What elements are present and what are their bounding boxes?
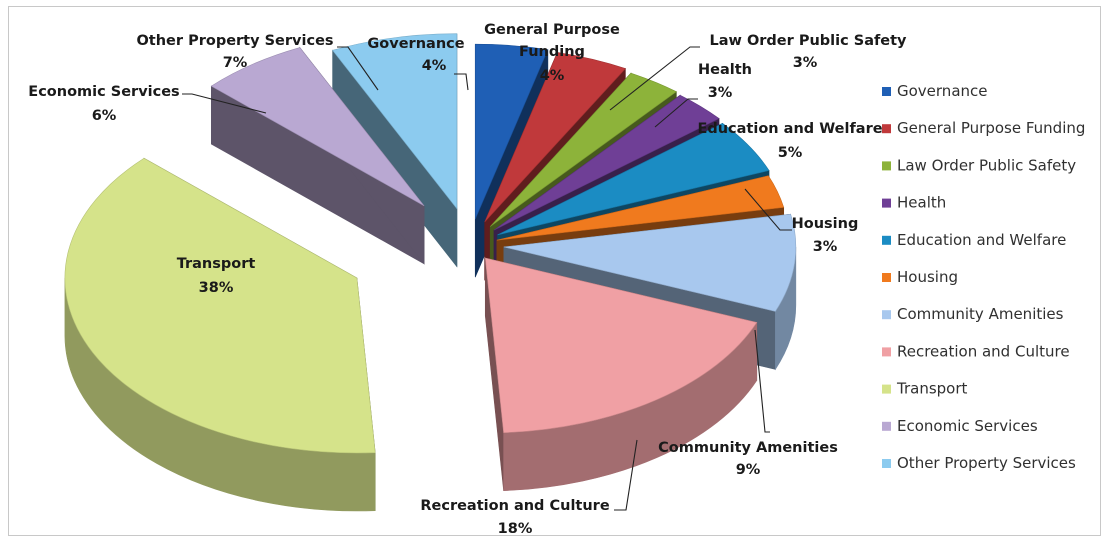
leader-line	[754, 329, 770, 433]
legend-item-general-purpose-funding: General Purpose Funding	[882, 119, 1085, 137]
callout-name: Housing	[792, 216, 859, 232]
legend-swatch	[882, 198, 891, 208]
legend-item-other-property-services: Other Property Services	[882, 454, 1076, 472]
legend-item-transport: Transport	[882, 380, 968, 398]
legend-swatch	[882, 347, 891, 357]
callout-percent: 4%	[422, 58, 447, 74]
legend-label: Housing	[897, 268, 958, 286]
legend-item-health: Health	[882, 194, 946, 212]
callout-name: Education and Welfare	[697, 121, 882, 137]
callout-leader-lines	[182, 46, 792, 511]
callout-name: Community Amenities	[658, 440, 838, 456]
legend-item-economic-services: Economic Services	[882, 417, 1038, 435]
legend-label: Law Order Public Safety	[897, 156, 1076, 174]
callout-community-amenities: Community Amenities 9%	[658, 440, 838, 478]
callout-percent: 6%	[92, 108, 117, 124]
leader-line	[654, 98, 698, 128]
callout-name: Other Property Services	[136, 33, 333, 49]
leader-line	[182, 93, 267, 114]
legend-swatch	[882, 384, 891, 394]
callout-name: Health	[698, 62, 752, 78]
legend-item-governance: Governance	[882, 82, 988, 100]
callout-law-order-public-safety: Law Order Public Safety 3%	[709, 33, 907, 71]
legend-item-education-and-welfare: Education and Welfare	[882, 231, 1066, 249]
callout-other-property-services: Other Property Services 7%	[136, 33, 333, 71]
leader-line	[337, 46, 379, 91]
callout-education-and-welfare: Education and Welfare 5%	[697, 121, 882, 161]
legend-label: Transport	[896, 380, 968, 398]
legend-label: Economic Services	[897, 417, 1038, 435]
callout-name: Economic Services	[28, 84, 179, 100]
callout-transport: Transport 38%	[177, 256, 256, 296]
callout-general-purpose-funding: General Purpose Funding 4%	[484, 22, 620, 84]
callout-percent: 38%	[199, 280, 234, 296]
legend-label: Other Property Services	[897, 454, 1076, 472]
callout-percent: 3%	[793, 55, 818, 71]
callout-name: Recreation and Culture	[420, 498, 609, 514]
callout-percent: 9%	[736, 462, 761, 478]
callout-percent: 18%	[498, 521, 533, 537]
leader-line	[609, 46, 700, 111]
legend-swatch	[882, 421, 891, 431]
callout-name: Law Order Public Safety	[709, 33, 907, 49]
legend-label: Health	[897, 194, 946, 212]
callout-name: Governance	[367, 36, 464, 52]
callout-percent: 5%	[778, 145, 803, 161]
legend-label: Community Amenities	[897, 305, 1064, 323]
callout-recreation-and-culture: Recreation and Culture 18%	[420, 498, 609, 537]
legend-swatch	[882, 459, 891, 468]
legend-item-community-amenities: Community Amenities	[882, 305, 1064, 323]
legend-swatch	[882, 273, 891, 282]
leader-line	[454, 73, 469, 91]
legend-label: Governance	[897, 82, 988, 100]
callout-percent: 7%	[223, 55, 248, 71]
legend-label: General Purpose Funding	[897, 119, 1085, 137]
slice-recreation-and-culture	[484, 257, 758, 492]
legend-item-law-order-public-safety: Law Order Public Safety	[882, 156, 1076, 174]
legend-swatch	[882, 124, 891, 134]
legend-item-housing: Housing	[882, 268, 958, 286]
leader-line	[744, 188, 792, 231]
legend-swatch	[882, 87, 891, 96]
callout-economic-services: Economic Services 6%	[28, 84, 179, 124]
slice-transport	[64, 157, 376, 512]
pie-slices	[64, 33, 797, 512]
callout-name: General Purpose	[484, 22, 620, 38]
leader-line	[614, 439, 638, 511]
legend-swatch	[882, 161, 891, 171]
callout-name: Funding	[519, 44, 585, 60]
legend-swatch	[882, 235, 891, 245]
callout-housing: Housing 3%	[792, 216, 859, 255]
callout-governance: Governance 4%	[367, 36, 464, 74]
callout-percent: 4%	[540, 68, 565, 84]
legend-item-recreation-and-culture: Recreation and Culture	[882, 342, 1070, 360]
legend-label: Recreation and Culture	[897, 342, 1070, 360]
callout-percent: 3%	[813, 239, 838, 255]
legend-label: Education and Welfare	[897, 231, 1066, 249]
legend-swatch	[882, 310, 891, 320]
callout-name: Transport	[177, 256, 256, 272]
slice-callouts: Governance 4% General Purpose Funding 4% Law …	[28, 22, 907, 537]
callout-health: Health 3%	[698, 62, 752, 101]
legend: Governance General Purpose Funding Law Ord…	[882, 82, 1085, 472]
callout-percent: 3%	[708, 85, 733, 101]
slice-economic-services	[210, 46, 425, 265]
